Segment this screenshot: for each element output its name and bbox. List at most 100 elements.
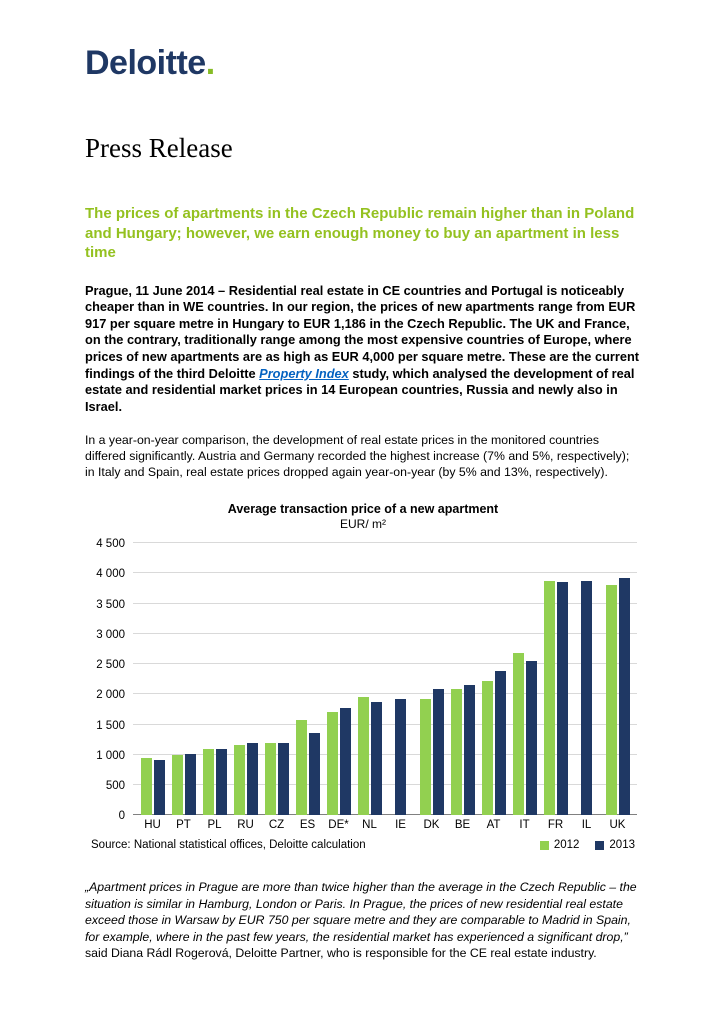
legend-item-2013: 2013 — [595, 839, 635, 851]
page-title: Press Release — [85, 133, 233, 163]
bar-ES-2013 — [308, 732, 320, 816]
x-tick-label-FR: FR — [547, 819, 564, 832]
x-tick-label-BE: BE — [454, 819, 471, 832]
bar-group-NL — [354, 697, 385, 816]
x-tick-label-PL: PL — [207, 819, 222, 832]
y-tick-label: 3 000 — [96, 628, 125, 641]
quote-attribution: said Diana Rádl Rogerová, Deloitte Partn… — [85, 946, 597, 961]
bar-group-ES — [292, 720, 323, 816]
bar-FR-2012 — [543, 581, 555, 816]
x-tick-label-DE: DE* — [328, 819, 349, 832]
bar-AT-2013 — [494, 671, 506, 816]
bar-group-PT — [168, 754, 199, 816]
bar-CZ-2013 — [277, 743, 289, 816]
x-tick-label-IT: IT — [519, 819, 530, 832]
x-tick-label-CZ: CZ — [268, 819, 285, 832]
chart-groups — [133, 543, 637, 816]
bar-ES-2012 — [295, 720, 307, 816]
bar-PL-2013 — [215, 748, 227, 816]
lead-text-part1: Prague, 11 June 2014 – Residential real … — [85, 282, 640, 381]
headline: The prices of apartments in the Czech Re… — [85, 205, 635, 261]
x-tick-label-NL: NL — [362, 819, 377, 832]
bar-group-IE — [385, 698, 416, 816]
bar-FR-2013 — [556, 581, 568, 816]
bar-DK-2013 — [432, 689, 444, 816]
legend-item-2012: 2012 — [539, 839, 579, 851]
y-tick-label: 4 000 — [96, 568, 125, 581]
gridline — [133, 632, 637, 634]
bar-DE-2013 — [339, 707, 351, 816]
x-tick-label-PT: PT — [176, 819, 191, 832]
bar-BE-2012 — [450, 688, 462, 816]
x-tick-label-ES: ES — [299, 819, 316, 832]
x-tick-label-HU: HU — [144, 819, 161, 832]
gridline — [133, 542, 637, 544]
bar-BE-2013 — [463, 684, 475, 816]
gridline — [133, 753, 637, 755]
gridline — [133, 693, 637, 695]
bar-group-FR — [540, 581, 571, 816]
y-tick-label: 3 500 — [96, 598, 125, 611]
gridline — [133, 663, 637, 665]
chart-plot — [133, 542, 637, 816]
chart-source-note: Source: National statistical offices, De… — [91, 839, 366, 852]
bar-HU-2013 — [153, 759, 165, 816]
x-axis-line — [133, 814, 637, 816]
bar-group-DK — [416, 689, 447, 816]
deloitte-logo: Deloitte. — [85, 44, 641, 83]
bar-RU-2013 — [246, 743, 258, 816]
quote-paragraph: „Apartment prices in Prague are more tha… — [85, 879, 641, 961]
bar-CZ-2012 — [264, 743, 276, 816]
bar-UK-2012 — [605, 585, 617, 816]
bar-IT-2012 — [512, 652, 524, 816]
bar-IL-2013 — [581, 581, 592, 816]
bar-NL-2013 — [370, 702, 382, 816]
x-tick-label-UK: UK — [609, 819, 626, 832]
deloitte-logo-text: Deloitte — [85, 44, 206, 82]
y-tick-label: 2 500 — [96, 659, 125, 672]
bar-IE-2013 — [395, 698, 406, 816]
bar-NL-2012 — [357, 697, 369, 816]
property-index-link[interactable]: Property Index — [259, 365, 349, 381]
y-tick-label: 2 000 — [96, 689, 125, 702]
chart-x-axis: HU PT PL RU CZ ES DE* NL IE DK BE AT IT FR IL UK — [133, 819, 637, 831]
bar-group-DE — [323, 707, 354, 816]
bar-group-PL — [199, 748, 230, 816]
chart-area: 0 500 1 000 1 500 2 000 2 500 3 000 3 500 4 000 4… — [89, 538, 637, 822]
bar-group-IT — [509, 652, 540, 816]
x-tick-label-AT: AT — [486, 819, 501, 832]
y-tick-label: 1 500 — [96, 719, 125, 732]
bar-PT-2013 — [184, 754, 196, 816]
lead-paragraph: Prague, 11 June 2014 – Residential real … — [85, 283, 641, 416]
bar-group-BE — [447, 684, 478, 816]
gridline — [133, 572, 637, 574]
bar-group-IL — [571, 581, 602, 816]
bar-group-RU — [230, 743, 261, 816]
quote-text: „Apartment prices in Prague are more tha… — [85, 880, 637, 944]
gridline — [133, 783, 637, 785]
y-tick-label: 1 000 — [96, 749, 125, 762]
bar-HU-2012 — [140, 757, 152, 816]
y-tick-label: 4 500 — [96, 538, 125, 551]
gridline — [133, 602, 637, 604]
legend-swatch-2012 — [539, 840, 549, 850]
bar-UK-2013 — [618, 578, 630, 816]
bar-DE-2012 — [326, 712, 338, 816]
y-tick-label: 0 — [118, 810, 125, 823]
bar-RU-2012 — [233, 745, 245, 816]
bar-group-UK — [602, 578, 633, 816]
legend-swatch-2013 — [595, 840, 605, 850]
bar-PL-2012 — [202, 748, 214, 816]
chart-title: Average transaction price of a new apart… — [227, 502, 499, 517]
chart-footer: Source: National statistical offices, De… — [89, 839, 637, 851]
chart-subtitle: EUR/ m² — [340, 517, 386, 532]
gridline — [133, 723, 637, 725]
chart-y-axis: 0 500 1 000 1 500 2 000 2 500 3 000 3 500 4 000 4… — [89, 538, 133, 822]
bar-PT-2012 — [171, 754, 183, 816]
bar-group-HU — [137, 757, 168, 816]
chart-legend: 2012 2013 — [539, 839, 637, 851]
deloitte-logo-dot: . — [205, 44, 215, 82]
intro-paragraph: In a year-on-year comparison, the develo… — [85, 432, 630, 479]
bar-group-CZ — [261, 743, 292, 816]
